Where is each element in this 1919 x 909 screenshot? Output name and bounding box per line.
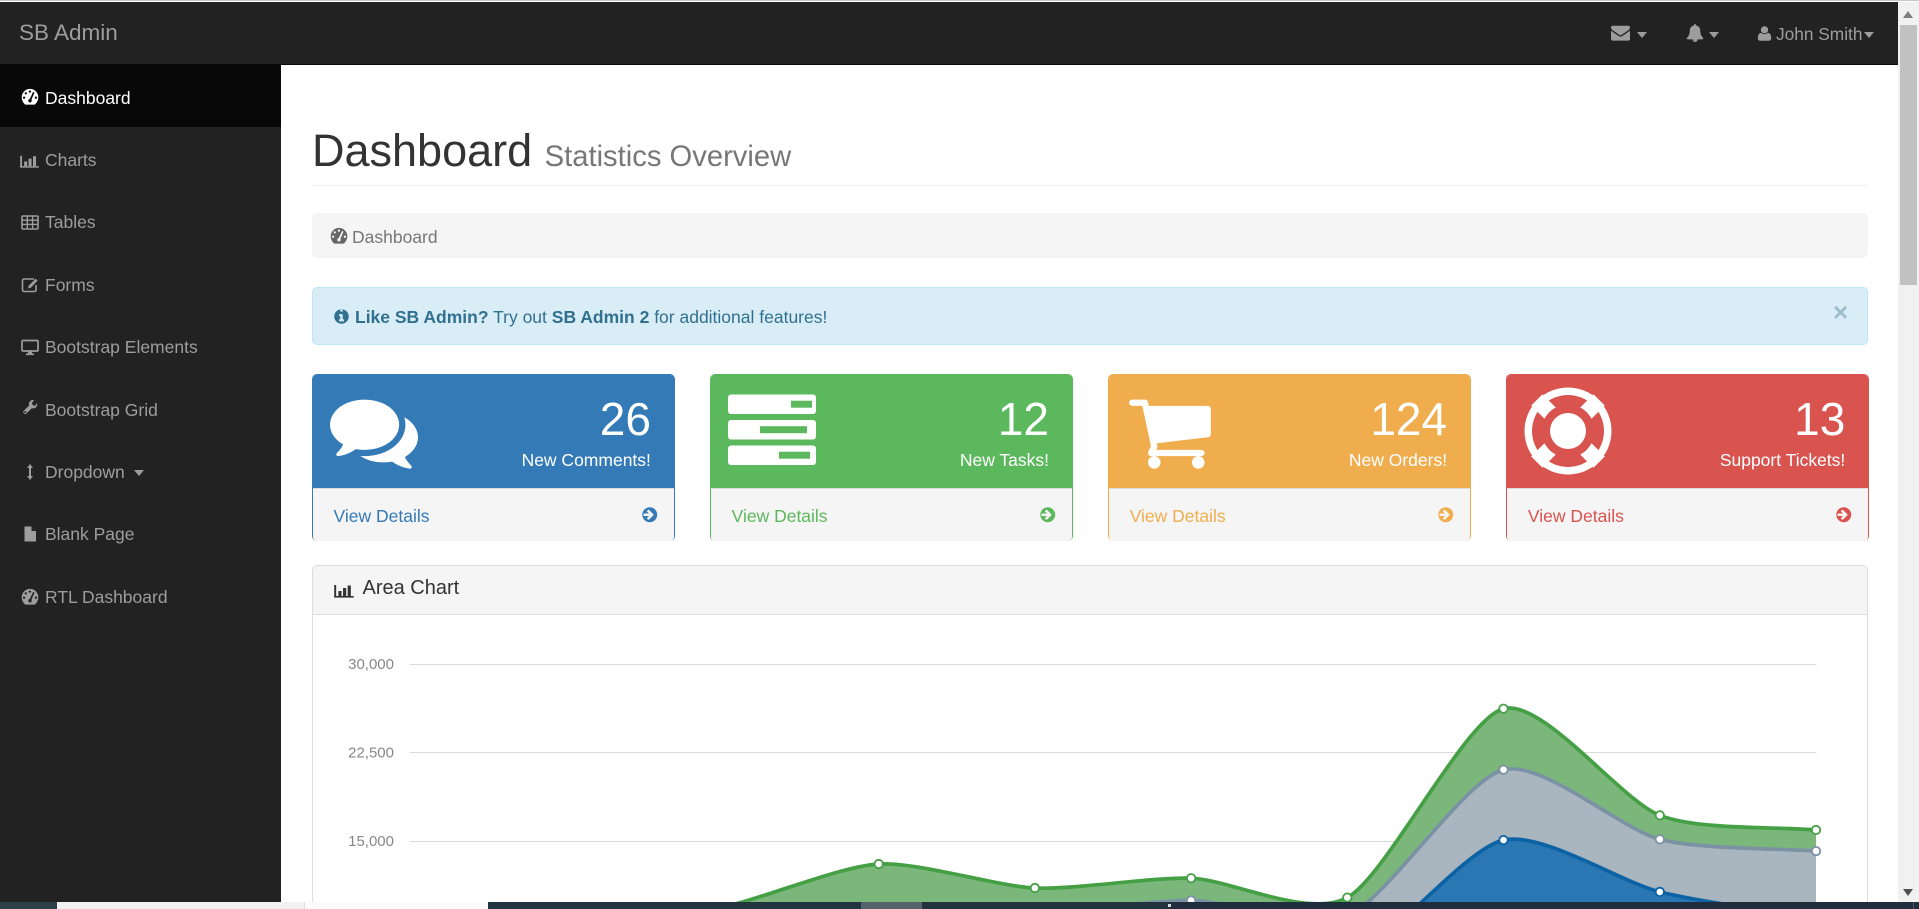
svg-text:22,500: 22,500 <box>348 745 394 762</box>
svg-text:15,000: 15,000 <box>348 833 394 850</box>
svg-text:30,000: 30,000 <box>348 656 394 673</box>
